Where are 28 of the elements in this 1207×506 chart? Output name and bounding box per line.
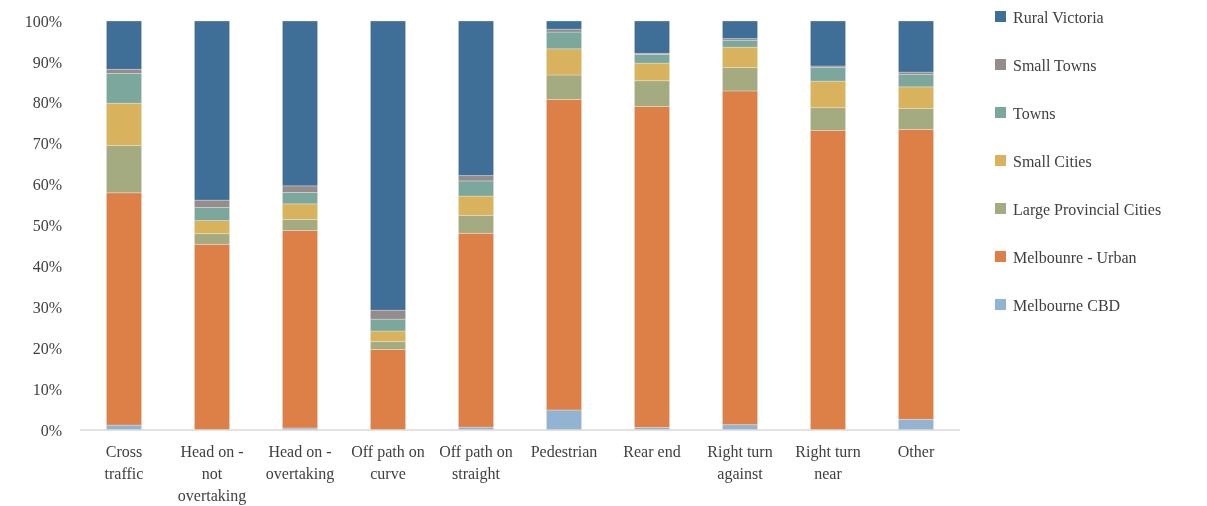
x-tick-label: Off path on curve (351, 443, 425, 482)
legend-label: Large Provincial Cities (1013, 200, 1162, 219)
y-tick-label: 50% (32, 217, 62, 235)
x-tick-label: Off path on straight (439, 443, 513, 483)
y-tick-label: 30% (32, 298, 62, 316)
x-tick-label: Right turn against (707, 443, 773, 483)
x-tick-label: Head on - not overtaking (177, 443, 247, 505)
y-tick-label: 20% (32, 339, 62, 357)
y-tick-label: 40% (32, 258, 62, 275)
x-tick-label: Pedestrian (530, 443, 598, 460)
y-tick-label: 70% (32, 135, 62, 153)
x-tick-label: Right turn near (795, 443, 861, 482)
legend-label: Small Towns (1013, 56, 1097, 74)
x-tick-label: Head on - overtaking (265, 443, 335, 483)
x-tick-label: Cross traffic (104, 443, 144, 482)
y-tick-label: 100% (24, 12, 62, 30)
y-tick-label: 0% (40, 421, 62, 439)
y-tick-label: 10% (32, 380, 62, 398)
legend-label: Melbounre - Urban (1013, 248, 1137, 266)
legend-label: Melbourne CBD (1013, 296, 1121, 314)
legend-label: Towns (1013, 104, 1056, 122)
legend-label: Small Cities (1013, 152, 1092, 170)
y-tick-label: 60% (32, 176, 62, 194)
y-tick-label: 80% (32, 94, 62, 112)
x-tick-label: Rear end (623, 443, 681, 460)
legend-label: Rural Victoria (1013, 8, 1104, 26)
y-tick-label: 90% (32, 53, 62, 71)
x-tick-label: Other (897, 443, 935, 460)
